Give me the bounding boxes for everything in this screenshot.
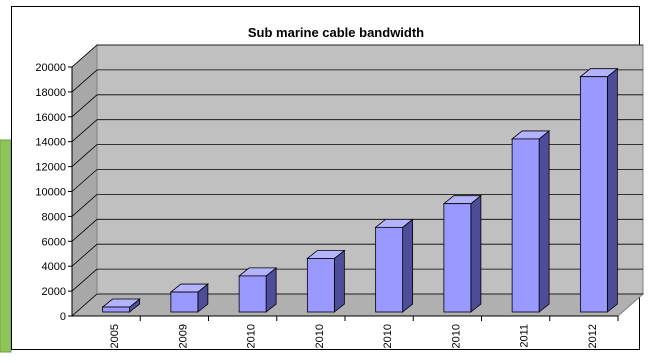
gridline-side — [71, 218, 98, 242]
y-tick-label: 4000 — [42, 261, 66, 273]
y-tick-label: 0 — [60, 311, 66, 323]
bar — [102, 306, 131, 313]
bar — [443, 203, 472, 313]
x-tick-label: 2010 — [314, 324, 326, 348]
y-tick-label: 2000 — [42, 286, 66, 298]
gridline-side — [71, 293, 98, 317]
gridline-side — [71, 119, 98, 143]
bar — [579, 76, 608, 313]
gridline-side — [71, 44, 98, 68]
bar — [306, 258, 335, 313]
bar-side — [470, 194, 482, 313]
bar-group — [101, 298, 141, 313]
bar-side — [333, 249, 345, 313]
y-tick-label: 10000 — [35, 187, 66, 199]
y-tick-label: 6000 — [42, 236, 66, 248]
bar — [170, 291, 199, 313]
bar-side — [402, 218, 414, 313]
x-tick-label: 2010 — [382, 324, 394, 348]
bar-group — [237, 267, 278, 313]
x-tick-label: 2011 — [519, 324, 531, 348]
bar-side — [538, 130, 550, 313]
y-tick-label: 14000 — [35, 137, 66, 149]
y-tick-label: 20000 — [35, 62, 66, 74]
plot-floor — [70, 293, 645, 317]
bar-group — [374, 218, 414, 313]
x-tick-label: 2005 — [109, 324, 121, 348]
bar-group — [442, 194, 483, 313]
bar-side — [606, 67, 618, 313]
left-decoration — [0, 140, 11, 352]
bar — [238, 275, 267, 313]
x-tick-label: 2009 — [177, 324, 189, 348]
bar — [511, 138, 540, 313]
x-tick-label: 2010 — [450, 324, 462, 348]
y-tick-label: 12000 — [35, 162, 66, 174]
chart-title: Sub marine cable bandwidth — [248, 25, 424, 40]
y-tick-label: 16000 — [35, 112, 66, 124]
bar — [375, 226, 404, 313]
bar-group — [169, 283, 210, 313]
gridline-side — [71, 268, 98, 292]
bar-group — [510, 130, 551, 313]
x-tick-label: 2012 — [587, 324, 599, 348]
x-tick-label: 2010 — [246, 324, 258, 348]
gridline-side — [71, 69, 98, 93]
y-tick-label: 8000 — [42, 211, 66, 223]
gridline-side — [71, 144, 98, 167]
gridline-side — [71, 169, 98, 192]
gridline-side — [71, 243, 98, 267]
gridline-side — [71, 194, 98, 217]
bar-group — [306, 249, 346, 313]
bar-group — [579, 67, 619, 313]
y-tick-label: 18000 — [35, 87, 66, 99]
gridline-side — [71, 94, 98, 118]
